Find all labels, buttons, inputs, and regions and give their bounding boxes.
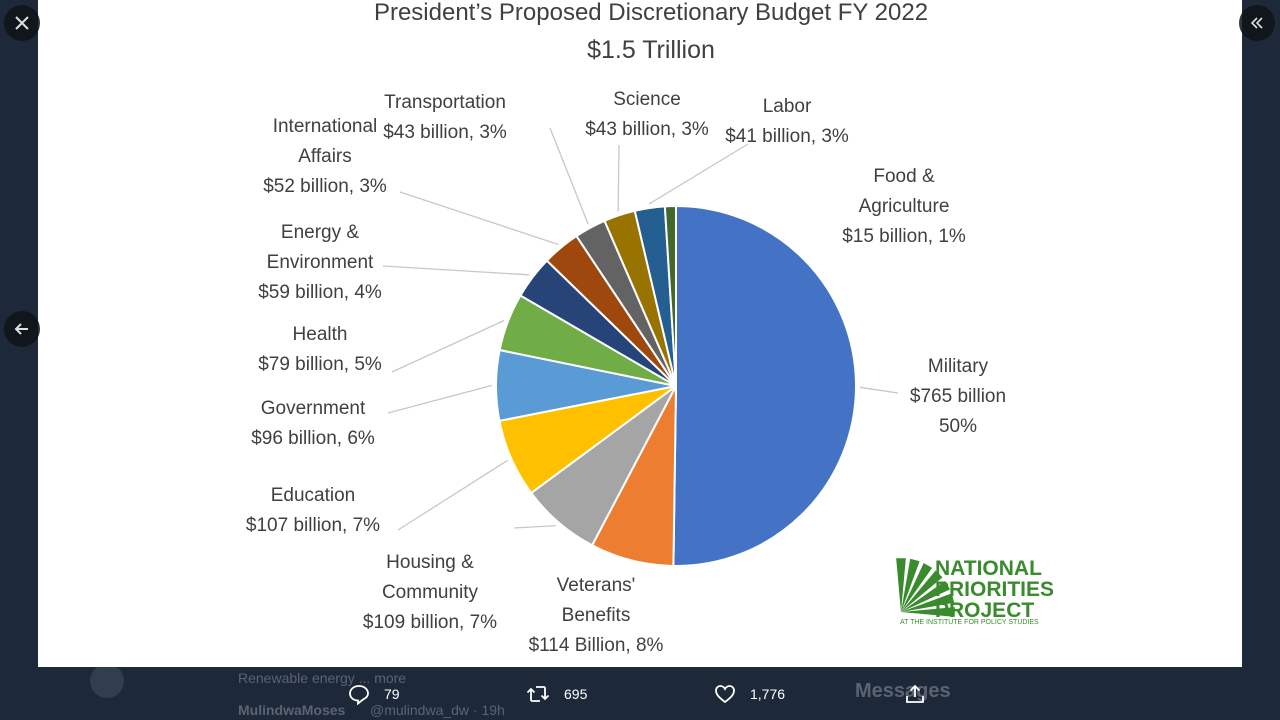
leader-line <box>549 127 589 225</box>
slice-label: Veterans' Benefits $114 Billion, 8% <box>529 575 664 656</box>
pie-chart: President’s Proposed Discretionary Budge… <box>246 0 1054 656</box>
slice-label: Education $107 billion, 7% <box>246 485 380 536</box>
share-icon <box>906 684 924 703</box>
close-button[interactable] <box>4 5 40 41</box>
logo-line-3: PROJECT <box>935 599 1034 622</box>
logo-mark <box>896 558 955 617</box>
slice-label: Transportation $43 billion, 3% <box>383 92 507 143</box>
slice-label: Food & Agriculture $15 billion, 1% <box>842 166 966 247</box>
heart-icon <box>715 685 735 704</box>
logo-line-2: PRIORITIES <box>935 578 1054 601</box>
leader-line <box>513 524 557 529</box>
logo-ray <box>901 580 951 612</box>
npp-logo: NATIONAL PRIORITIES PROJECT AT THE INSTI… <box>896 557 1054 626</box>
pie-slice <box>672 204 857 567</box>
chart-title: President’s Proposed Discretionary Budge… <box>374 0 928 26</box>
author-name: MulindwaMoses <box>238 702 346 718</box>
leader-line <box>382 265 530 276</box>
retweet-icon <box>526 686 550 702</box>
reply-icon <box>349 685 369 705</box>
logo-ray <box>901 558 920 612</box>
slice-label: Health $79 billion, 5% <box>258 324 382 375</box>
logo-ray <box>901 570 943 612</box>
slice-label: Energy & Environment $59 billion, 4% <box>258 222 382 303</box>
like-button[interactable]: 1,776 <box>714 676 785 712</box>
slice-label: Science $43 billion, 3% <box>585 89 709 140</box>
background-timeline: Renewable energy ... more MulindwaMoses … <box>80 660 1200 720</box>
slice-label: Military $765 billion 50% <box>910 356 1006 437</box>
leader-line <box>648 143 749 205</box>
slice-labels: Military $765 billion 50% Veterans' Benefits… <box>246 89 1006 656</box>
leader-lines <box>382 127 899 531</box>
arrow-left-icon <box>14 323 28 335</box>
like-count: 1,776 <box>750 686 786 702</box>
leader-line <box>391 319 505 373</box>
reply-count: 79 <box>384 686 400 702</box>
collapse-button[interactable] <box>1239 5 1275 41</box>
avatar <box>90 664 124 698</box>
author-handle: @mulindwa_dw · 19h <box>370 702 505 718</box>
retweet-button[interactable]: 695 <box>526 676 587 712</box>
pie-slices <box>495 204 857 567</box>
retweet-count: 695 <box>564 686 588 702</box>
logo-tagline: AT THE INSTITUTE FOR POLICY STUDIES <box>900 619 1039 626</box>
pie-slice <box>663 204 677 387</box>
logo-ray <box>901 562 933 612</box>
slice-label: International Affairs $52 billion, 3% <box>263 116 387 197</box>
leader-line <box>617 144 620 212</box>
leader-line <box>859 386 899 394</box>
leader-line <box>387 384 493 414</box>
chart-subtitle: $1.5 Trillion <box>587 36 715 64</box>
logo-ray <box>896 558 906 612</box>
media-image: President’s Proposed Discretionary Budge… <box>38 0 1242 667</box>
slice-label: Housing & Community $109 billion, 7% <box>363 552 497 633</box>
slice-label: Labor $41 billion, 3% <box>725 96 849 147</box>
logo-ray <box>901 593 955 612</box>
logo-ray <box>901 607 955 617</box>
reply-button[interactable]: 79 <box>348 676 400 712</box>
timeline-text: Renewable energy ... more <box>238 670 407 686</box>
leader-line <box>397 459 509 531</box>
logo-line-1: NATIONAL <box>935 557 1042 580</box>
previous-button[interactable] <box>4 311 40 347</box>
close-icon <box>15 16 29 30</box>
messages-label: Messages <box>855 680 951 702</box>
tweet-action-bar: 79 695 1,776 <box>0 676 1280 712</box>
share-button[interactable] <box>904 676 940 712</box>
leader-line <box>399 191 559 246</box>
double-chevron-left-icon <box>1250 17 1263 29</box>
slice-label: Government $96 billion, 6% <box>251 398 375 449</box>
